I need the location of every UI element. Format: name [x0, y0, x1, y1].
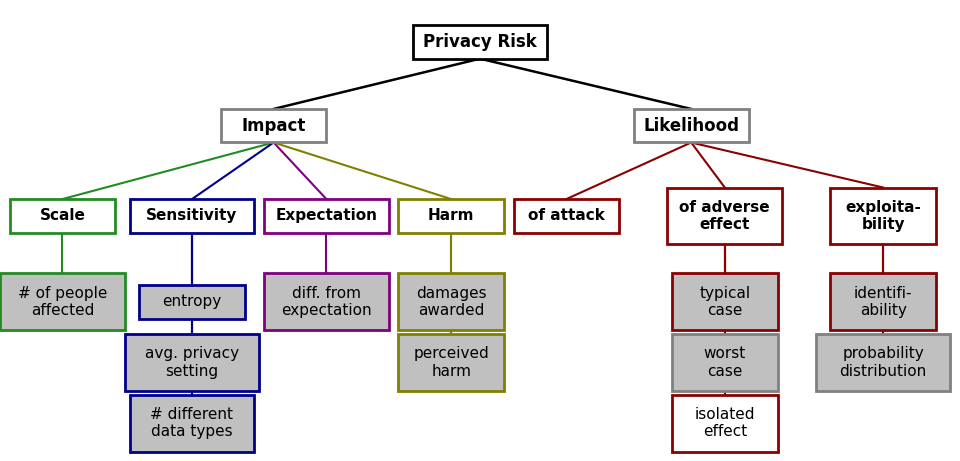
Text: entropy: entropy — [162, 294, 222, 309]
Text: diff. from
expectation: diff. from expectation — [281, 285, 372, 318]
FancyBboxPatch shape — [125, 334, 259, 391]
FancyBboxPatch shape — [830, 273, 936, 330]
FancyBboxPatch shape — [830, 188, 936, 244]
Text: Impact: Impact — [241, 117, 306, 135]
FancyBboxPatch shape — [221, 109, 326, 142]
FancyBboxPatch shape — [10, 199, 115, 233]
Text: avg. privacy
setting: avg. privacy setting — [145, 346, 239, 379]
FancyBboxPatch shape — [398, 334, 504, 391]
FancyBboxPatch shape — [398, 273, 504, 330]
Text: perceived
harm: perceived harm — [414, 346, 489, 379]
Text: Harm: Harm — [428, 208, 474, 223]
FancyBboxPatch shape — [672, 273, 778, 330]
Text: of attack: of attack — [528, 208, 605, 223]
Text: identifi-
ability: identifi- ability — [854, 285, 912, 318]
Text: # different
data types: # different data types — [151, 407, 233, 439]
FancyBboxPatch shape — [130, 395, 254, 452]
Text: damages
awarded: damages awarded — [416, 285, 487, 318]
FancyBboxPatch shape — [139, 285, 245, 319]
Text: exploita-
bility: exploita- bility — [845, 200, 922, 232]
FancyBboxPatch shape — [634, 109, 749, 142]
Text: Privacy Risk: Privacy Risk — [423, 33, 537, 51]
FancyBboxPatch shape — [264, 273, 389, 330]
FancyBboxPatch shape — [672, 334, 778, 391]
Text: # of people
affected: # of people affected — [17, 285, 108, 318]
Text: typical
case: typical case — [699, 285, 751, 318]
FancyBboxPatch shape — [130, 199, 254, 233]
FancyBboxPatch shape — [667, 188, 782, 244]
Text: isolated
effect: isolated effect — [694, 407, 756, 439]
FancyBboxPatch shape — [514, 199, 619, 233]
Text: Sensitivity: Sensitivity — [146, 208, 238, 223]
FancyBboxPatch shape — [413, 25, 547, 59]
Text: Likelihood: Likelihood — [643, 117, 739, 135]
FancyBboxPatch shape — [672, 395, 778, 452]
FancyBboxPatch shape — [398, 199, 504, 233]
FancyBboxPatch shape — [0, 273, 125, 330]
Text: worst
case: worst case — [704, 346, 746, 379]
Text: Scale: Scale — [39, 208, 85, 223]
Text: probability
distribution: probability distribution — [840, 346, 926, 379]
FancyBboxPatch shape — [816, 334, 950, 391]
FancyBboxPatch shape — [264, 199, 389, 233]
Text: of adverse
effect: of adverse effect — [680, 200, 770, 232]
Text: Expectation: Expectation — [276, 208, 377, 223]
